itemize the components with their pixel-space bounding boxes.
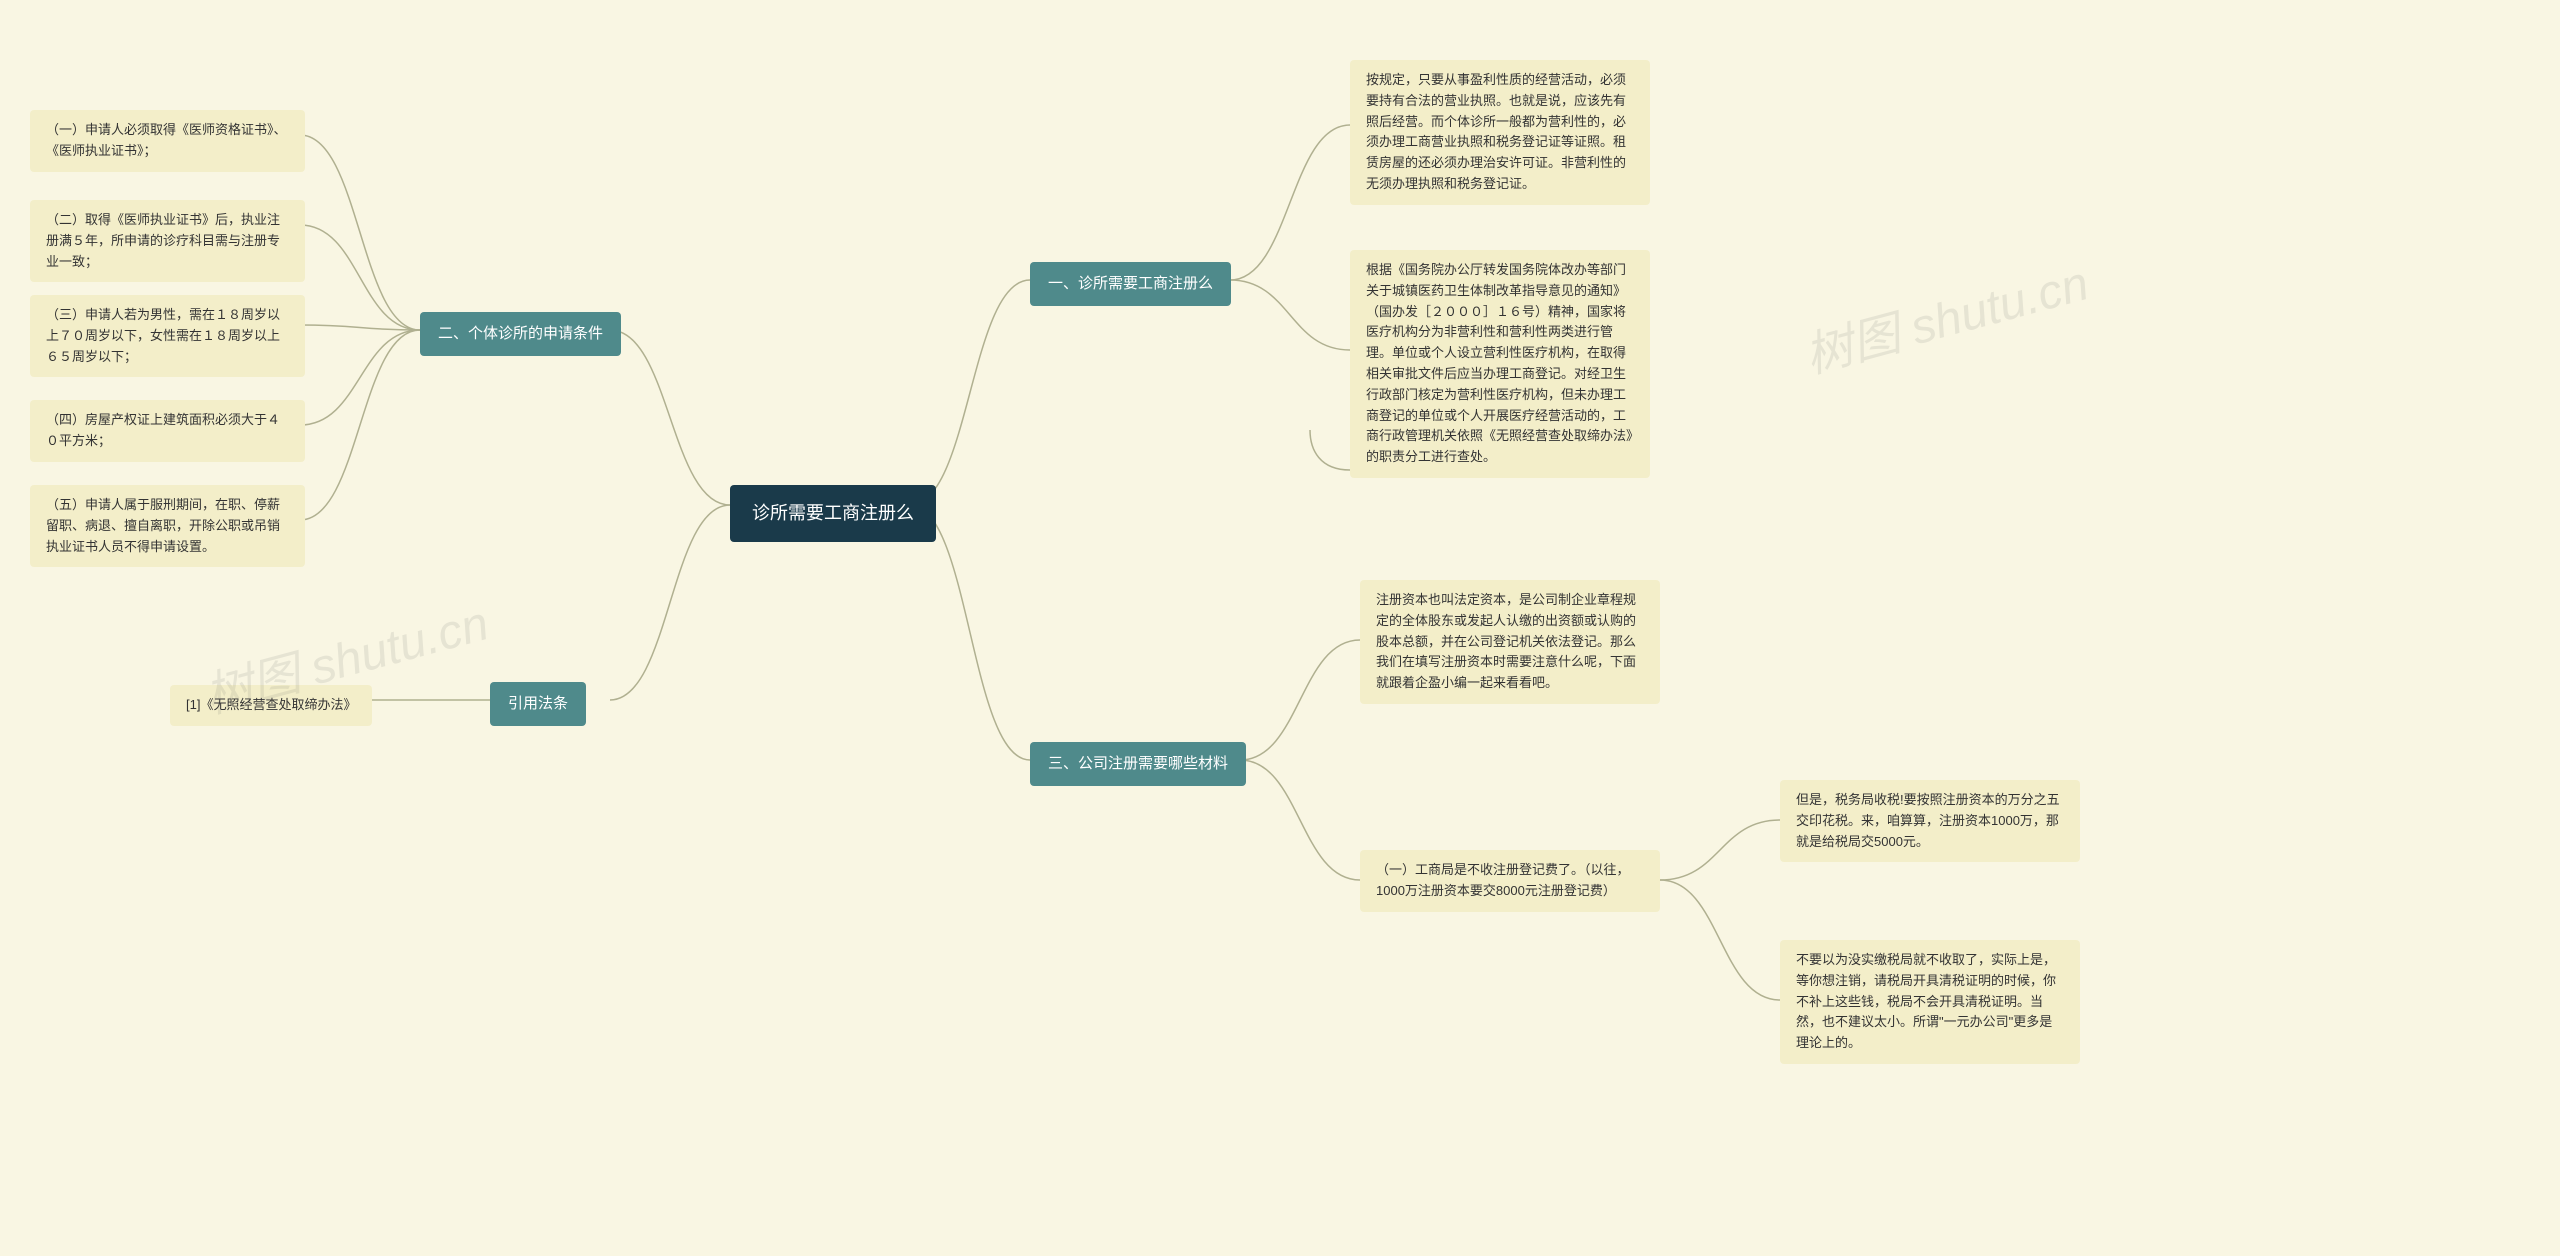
- branch-4[interactable]: 引用法条: [490, 682, 586, 726]
- branch-4-label: 引用法条: [508, 695, 568, 712]
- b2-leaf-1: （二）取得《医师执业证书》后，执业注册满５年，所申请的诊疗科目需与注册专业一致；: [30, 200, 305, 282]
- b1-leaf-1: 根据《国务院办公厅转发国务院体改办等部门关于城镇医药卫生体制改革指导意见的通知》…: [1350, 250, 1650, 478]
- connectors: [0, 0, 2560, 1256]
- b3-sub-leaf-1: 不要以为没实缴税局就不收取了，实际上是，等你想注销，请税局开具清税证明的时候，你…: [1780, 940, 2080, 1064]
- b2-leaf-0: （一）申请人必须取得《医师资格证书》、《医师执业证书》；: [30, 110, 305, 172]
- branch-1[interactable]: 一、诊所需要工商注册么: [1030, 262, 1231, 306]
- branch-2[interactable]: 二、个体诊所的申请条件: [420, 312, 621, 356]
- branch-2-label: 二、个体诊所的申请条件: [438, 325, 603, 342]
- b4-leaf-0: [1]《无照经营查处取缔办法》: [170, 685, 372, 726]
- b2-leaf-3: （四）房屋产权证上建筑面积必须大于４０平方米；: [30, 400, 305, 462]
- b2-leaf-2: （三）申请人若为男性，需在１８周岁以上７０周岁以下，女性需在１８周岁以上６５周岁…: [30, 295, 305, 377]
- b3-sub: （一）工商局是不收注册登记费了。（以往，1000万注册资本要交8000元注册登记…: [1360, 850, 1660, 912]
- branch-1-label: 一、诊所需要工商注册么: [1048, 275, 1213, 292]
- watermark-2: 树图 shutu.cn: [1796, 244, 2095, 387]
- root-label: 诊所需要工商注册么: [752, 503, 914, 523]
- b3-sub-leaf-0: 但是，税务局收税!要按照注册资本的万分之五交印花税。来，咱算算，注册资本1000…: [1780, 780, 2080, 862]
- branch-3[interactable]: 三、公司注册需要哪些材料: [1030, 742, 1246, 786]
- b3-leaf-0: 注册资本也叫法定资本，是公司制企业章程规定的全体股东或发起人认缴的出资额或认购的…: [1360, 580, 1660, 704]
- branch-3-label: 三、公司注册需要哪些材料: [1048, 755, 1228, 772]
- root-node[interactable]: 诊所需要工商注册么: [730, 485, 936, 542]
- b2-leaf-4: （五）申请人属于服刑期间，在职、停薪留职、病退、擅自离职，开除公职或吊销执业证书…: [30, 485, 305, 567]
- b1-leaf-0: 按规定，只要从事盈利性质的经营活动，必须要持有合法的营业执照。也就是说，应该先有…: [1350, 60, 1650, 205]
